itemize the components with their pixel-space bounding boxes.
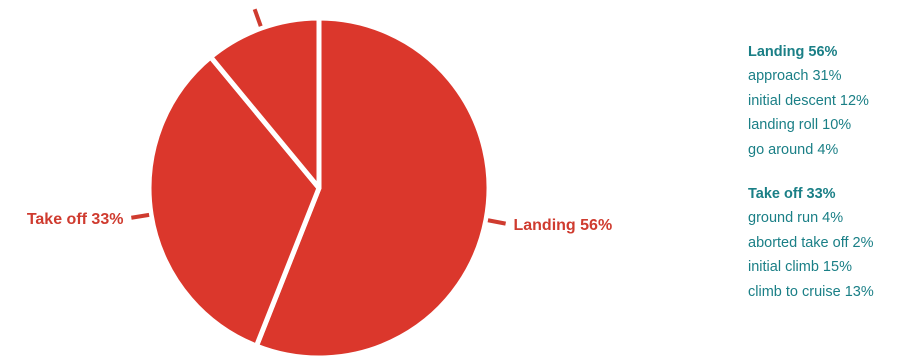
pie-slice-take-off-33 [146, 54, 322, 349]
legend-group-landing: Landing 56% approach 31% initial descent… [748, 40, 912, 162]
legend-heading-landing: Landing 56% [748, 44, 838, 60]
legend-item-landing-roll: landing roll 10% [748, 117, 852, 134]
legend-item-initial-climb: initial climb 15% [748, 259, 852, 276]
legend-item-approach: approach 31% [748, 68, 842, 85]
legend-group-take-off: Take off 33% ground run 4% aborted take … [748, 182, 912, 304]
pie-slice-en-route-11 [208, 15, 322, 191]
legend-item-aborted-take-off: aborted take off 2% [748, 234, 874, 251]
breakdown-legend: Landing 56% approach 31% initial descent… [748, 40, 912, 324]
label-tick-landing-56 [487, 218, 507, 226]
slice-label-en-route-11: En route 11% [151, 0, 251, 4]
legend-item-climb-to-cruise: climb to cruise 13% [748, 283, 874, 300]
legend-item-initial-descent: initial descent 12% [748, 92, 869, 109]
slice-label-take-off-33: Take off 33% [27, 211, 124, 228]
legend-item-ground-run: ground run 4% [748, 210, 844, 227]
legend-item-go-around: go around 4% [748, 141, 839, 158]
label-tick-take-off-33 [131, 212, 150, 220]
slice-label-landing-56: Landing 56% [513, 217, 612, 234]
pie-slice-landing-56 [253, 15, 492, 361]
legend-heading-take-off: Take off 33% [748, 186, 836, 203]
label-tick-en-route-11 [252, 8, 263, 27]
